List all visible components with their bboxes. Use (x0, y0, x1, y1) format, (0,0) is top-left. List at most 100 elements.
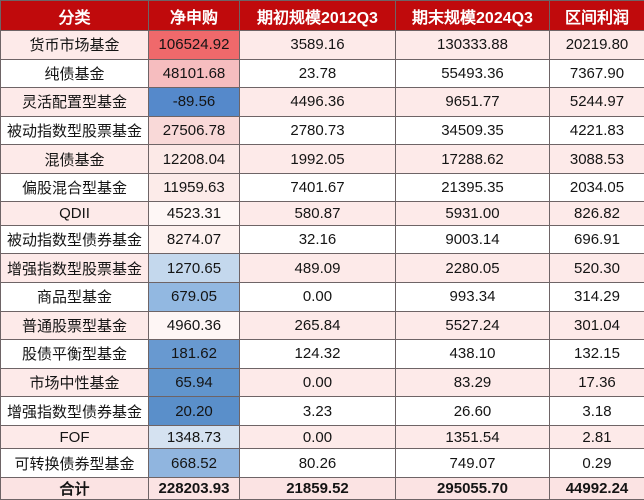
total-start-scale-cell: 21859.52 (239, 477, 396, 500)
start-scale-cell: 2780.73 (239, 115, 396, 146)
interval-profit-cell: 3088.53 (549, 144, 644, 174)
interval-profit-cell: 132.15 (549, 339, 644, 369)
start-scale-cell: 3.23 (239, 396, 396, 426)
start-scale-cell: 489.09 (239, 253, 396, 283)
table-row: 被动指数型债券基金 8274.07 32.16 9003.14 696.91 (0, 224, 644, 255)
table-row: 增强指数型股票基金 1270.65 489.09 2280.05 520.30 (0, 253, 644, 283)
net-subscription-cell: 11959.63 (148, 172, 240, 203)
start-scale-cell: 3589.16 (239, 30, 396, 60)
net-subscription-cell: 65.94 (148, 367, 240, 398)
category-cell: 被动指数型债券基金 (0, 224, 149, 255)
table-row: 纯债基金 48101.68 23.78 55493.36 7367.90 (0, 58, 644, 89)
header-row: 分类 净申购 期初规模2012Q3 期末规模2024Q3 区间利润 (0, 0, 644, 31)
start-scale-cell: 0.00 (239, 424, 396, 450)
net-subscription-cell: 1348.73 (148, 424, 240, 450)
table-row: 被动指数型股票基金 27506.78 2780.73 34509.35 4221.83 (0, 115, 644, 146)
total-row: 合计 228203.93 21859.52 295055.70 44992.24 (0, 477, 644, 500)
category-cell: 增强指数型股票基金 (0, 253, 149, 283)
category-cell: 偏股混合型基金 (0, 172, 149, 203)
end-scale-cell: 55493.36 (395, 58, 550, 89)
column-header-end-scale: 期末规模2024Q3 (395, 0, 550, 31)
start-scale-cell: 0.00 (239, 367, 396, 398)
interval-profit-cell: 696.91 (549, 224, 644, 255)
start-scale-cell: 23.78 (239, 58, 396, 89)
column-header-net-subscription: 净申购 (148, 0, 240, 31)
table-row: 灵活配置型基金 -89.56 4496.36 9651.77 5244.97 (0, 87, 644, 117)
column-header-interval-profit: 区间利润 (549, 0, 644, 31)
total-interval-profit-cell: 44992.24 (549, 477, 644, 500)
net-subscription-cell: -89.56 (148, 87, 240, 117)
interval-profit-cell: 3.18 (549, 396, 644, 426)
end-scale-cell: 1351.54 (395, 424, 550, 450)
table-row: 市场中性基金 65.94 0.00 83.29 17.36 (0, 367, 644, 398)
interval-profit-cell: 2034.05 (549, 172, 644, 203)
net-subscription-cell: 679.05 (148, 282, 240, 312)
table-row: 增强指数型债券基金 20.20 3.23 26.60 3.18 (0, 396, 644, 426)
net-subscription-cell: 1270.65 (148, 253, 240, 283)
net-subscription-cell: 48101.68 (148, 58, 240, 89)
table-row: 股债平衡型基金 181.62 124.32 438.10 132.15 (0, 339, 644, 369)
end-scale-cell: 83.29 (395, 367, 550, 398)
interval-profit-cell: 5244.97 (549, 87, 644, 117)
end-scale-cell: 5527.24 (395, 310, 550, 341)
net-subscription-cell: 8274.07 (148, 224, 240, 255)
interval-profit-cell: 7367.90 (549, 58, 644, 89)
total-end-scale-cell: 295055.70 (395, 477, 550, 500)
category-cell: 股债平衡型基金 (0, 339, 149, 369)
interval-profit-cell: 826.82 (549, 201, 644, 226)
net-subscription-cell: 181.62 (148, 339, 240, 369)
category-cell: 可转换债券型基金 (0, 448, 149, 478)
net-subscription-cell: 20.20 (148, 396, 240, 426)
end-scale-cell: 34509.35 (395, 115, 550, 146)
net-subscription-cell: 668.52 (148, 448, 240, 478)
column-header-start-scale: 期初规模2012Q3 (239, 0, 396, 31)
interval-profit-cell: 20219.80 (549, 30, 644, 60)
start-scale-cell: 80.26 (239, 448, 396, 478)
start-scale-cell: 32.16 (239, 224, 396, 255)
table-row: 混债基金 12208.04 1992.05 17288.62 3088.53 (0, 144, 644, 174)
total-net-subscription-cell: 228203.93 (148, 477, 240, 500)
start-scale-cell: 124.32 (239, 339, 396, 369)
table-row: 偏股混合型基金 11959.63 7401.67 21395.35 2034.05 (0, 172, 644, 203)
interval-profit-cell: 4221.83 (549, 115, 644, 146)
net-subscription-cell: 106524.92 (148, 30, 240, 60)
table-row: 商品型基金 679.05 0.00 993.34 314.29 (0, 282, 644, 312)
interval-profit-cell: 314.29 (549, 282, 644, 312)
interval-profit-cell: 17.36 (549, 367, 644, 398)
table-row: 可转换债券型基金 668.52 80.26 749.07 0.29 (0, 448, 644, 478)
interval-profit-cell: 301.04 (549, 310, 644, 341)
net-subscription-cell: 4523.31 (148, 201, 240, 226)
end-scale-cell: 438.10 (395, 339, 550, 369)
category-cell: 商品型基金 (0, 282, 149, 312)
end-scale-cell: 749.07 (395, 448, 550, 478)
table-body: 货币市场基金 106524.92 3589.16 130333.88 20219.80 纯… (0, 30, 644, 478)
interval-profit-cell: 2.81 (549, 424, 644, 450)
net-subscription-cell: 4960.36 (148, 310, 240, 341)
end-scale-cell: 26.60 (395, 396, 550, 426)
end-scale-cell: 9003.14 (395, 224, 550, 255)
end-scale-cell: 2280.05 (395, 253, 550, 283)
start-scale-cell: 4496.36 (239, 87, 396, 117)
start-scale-cell: 7401.67 (239, 172, 396, 203)
interval-profit-cell: 0.29 (549, 448, 644, 478)
end-scale-cell: 21395.35 (395, 172, 550, 203)
net-subscription-cell: 27506.78 (148, 115, 240, 146)
total-category-cell: 合计 (0, 477, 149, 500)
category-cell: 货币市场基金 (0, 30, 149, 60)
start-scale-cell: 265.84 (239, 310, 396, 341)
category-cell: 纯债基金 (0, 58, 149, 89)
table-row: FOF 1348.73 0.00 1351.54 2.81 (0, 424, 644, 450)
start-scale-cell: 1992.05 (239, 144, 396, 174)
end-scale-cell: 17288.62 (395, 144, 550, 174)
end-scale-cell: 5931.00 (395, 201, 550, 226)
category-cell: 增强指数型债券基金 (0, 396, 149, 426)
start-scale-cell: 0.00 (239, 282, 396, 312)
column-header-category: 分类 (0, 0, 149, 31)
category-cell: 灵活配置型基金 (0, 87, 149, 117)
table-row: 货币市场基金 106524.92 3589.16 130333.88 20219.80 (0, 30, 644, 60)
category-cell: 市场中性基金 (0, 367, 149, 398)
category-cell: QDII (0, 201, 149, 226)
end-scale-cell: 9651.77 (395, 87, 550, 117)
category-cell: 普通股票型基金 (0, 310, 149, 341)
